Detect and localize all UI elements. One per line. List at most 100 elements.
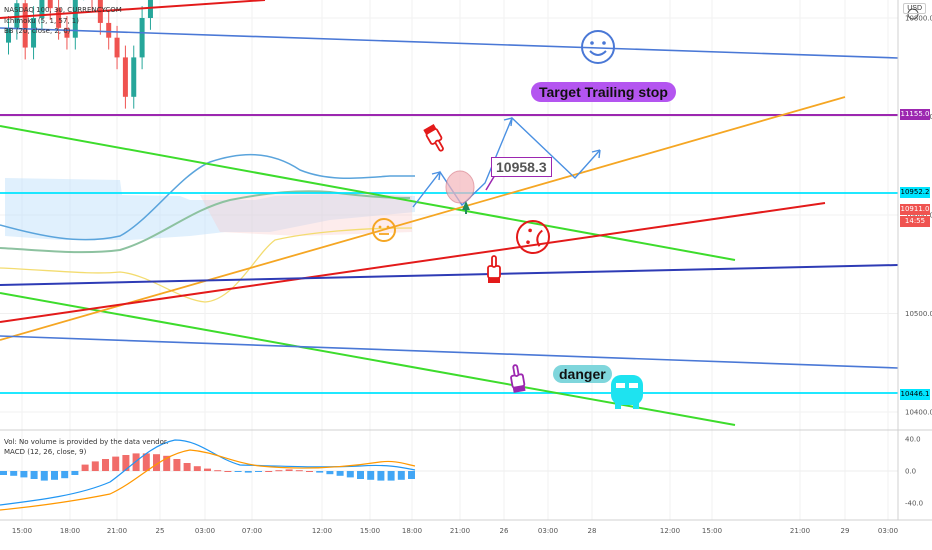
macd-bar (265, 471, 273, 472)
macd-bar (0, 471, 7, 475)
candle-body (22, 3, 28, 48)
grid (0, 0, 898, 520)
macd-bar (214, 470, 222, 472)
macd-bar (91, 461, 99, 471)
macd-bar (20, 471, 28, 478)
smiley-happy-icon (581, 30, 615, 64)
time-tick-label: 12:00 (660, 527, 680, 535)
candle-body (131, 57, 137, 97)
symbol-legend[interactable]: NASDAQ 100, 30, CURRENCYCOM (4, 6, 122, 14)
time-tick-label: 03:00 (878, 527, 898, 535)
candle-body (106, 22, 112, 38)
macd-bar (112, 456, 120, 471)
green-line-upper (0, 125, 736, 261)
drawings (372, 8, 919, 409)
time-tick-label: 18:00 (60, 527, 80, 535)
robot-icon (611, 375, 643, 409)
ichimoku-legend[interactable]: Ichimoku (5, 1, 57, 1) (4, 17, 79, 25)
macd-bar (51, 471, 58, 480)
candle-body (64, 27, 70, 38)
time-tick-label: 21:00 (790, 527, 810, 535)
target-trailing-stop-label[interactable]: Target Trailing stop (531, 82, 676, 102)
target-circle (445, 170, 475, 204)
smiley-sad-icon (516, 220, 550, 254)
time-tick-label: 07:00 (242, 527, 262, 535)
macd-bar (183, 463, 191, 471)
macd-bar (10, 471, 18, 476)
price-tag-cyan-bottom: 10446.1 (900, 389, 930, 400)
time-tick-label: 29 (841, 527, 850, 535)
price-tick-label: 10500.0 (905, 310, 932, 318)
time-tick-label: 21:00 (450, 527, 470, 535)
macd-bar (336, 471, 344, 476)
candle-body (47, 0, 53, 9)
macd-tick-label: 0.0 (905, 468, 916, 476)
candle-body (31, 18, 37, 48)
macd-panel (0, 439, 898, 511)
macd-bar (377, 471, 385, 481)
candle-body (147, 0, 153, 18)
price-callout-box[interactable]: 10958.3 (491, 157, 552, 177)
cloud-area-red (200, 192, 412, 236)
macd-bar (255, 471, 262, 472)
macd-bar (71, 471, 79, 475)
callout-pointer (485, 174, 496, 191)
macd-bar (285, 469, 293, 471)
time-tick-label: 03:00 (538, 527, 558, 535)
macd-bar (357, 471, 364, 479)
macd-bar (193, 466, 201, 471)
green-line-lower (0, 292, 736, 426)
hand-pointer-down-icon (423, 124, 444, 152)
smiley-neutral-icon (372, 218, 396, 242)
red-trendline (0, 202, 826, 323)
macd-bar (224, 471, 232, 472)
countdown-tag: 14:55 (900, 216, 930, 227)
hand-pointer-purple-icon (510, 364, 526, 393)
price-tick-label: 10400.0 (905, 409, 932, 417)
currency-label[interactable]: USD (903, 3, 926, 14)
time-tick-label: 15:00 (12, 527, 32, 535)
macd-bar (316, 471, 324, 473)
settings-icon (907, 8, 919, 20)
price-tick-label: 10600.0 (905, 212, 932, 220)
macd-bar (408, 471, 415, 479)
macd-bar (326, 471, 334, 475)
macd-bar (153, 454, 160, 471)
macd-legend[interactable]: MACD (12, 26, close, 9) (4, 448, 87, 456)
bb-legend[interactable]: BB (20, close, 2, 0) (4, 27, 71, 35)
macd-bar (142, 453, 150, 471)
price-tag-purple: 11155.0 (900, 109, 930, 120)
time-tick-label: 28 (588, 527, 597, 535)
time-tick-label: 03:00 (195, 527, 215, 535)
macd-line (0, 439, 416, 506)
price-tag-cyan-top: 10952.2 (900, 187, 930, 198)
time-tick-label: 12:00 (312, 527, 332, 535)
price-tag-current: 10911.0 (900, 204, 930, 215)
macd-bar (40, 471, 48, 481)
arrow-up-icon (462, 201, 470, 214)
arrow-head (503, 117, 513, 127)
arrow-head (431, 171, 441, 181)
macd-bar (244, 471, 252, 473)
danger-label[interactable]: danger (553, 365, 612, 383)
upper-band (0, 153, 415, 241)
macd-bar (132, 453, 140, 471)
macd-bar (295, 470, 303, 472)
blue-line-top (0, 27, 899, 59)
macd-bar (387, 471, 395, 481)
hand-pointer-up-icon (487, 255, 501, 283)
volume-note: Vol: No volume is provided by the data v… (4, 438, 169, 446)
ichimoku-cloud (5, 178, 415, 240)
macd-bar (306, 471, 313, 472)
lower-band (0, 227, 413, 303)
macd-bar (122, 455, 130, 471)
time-tick-label: 15:00 (360, 527, 380, 535)
macd-bar (367, 471, 375, 480)
candle-body (14, 3, 20, 28)
candle-body (122, 57, 128, 97)
candle-body (39, 0, 45, 18)
time-tick-label: 15:00 (702, 527, 722, 535)
time-tick-label: 18:00 (402, 527, 422, 535)
time-tick-label: 21:00 (107, 527, 127, 535)
